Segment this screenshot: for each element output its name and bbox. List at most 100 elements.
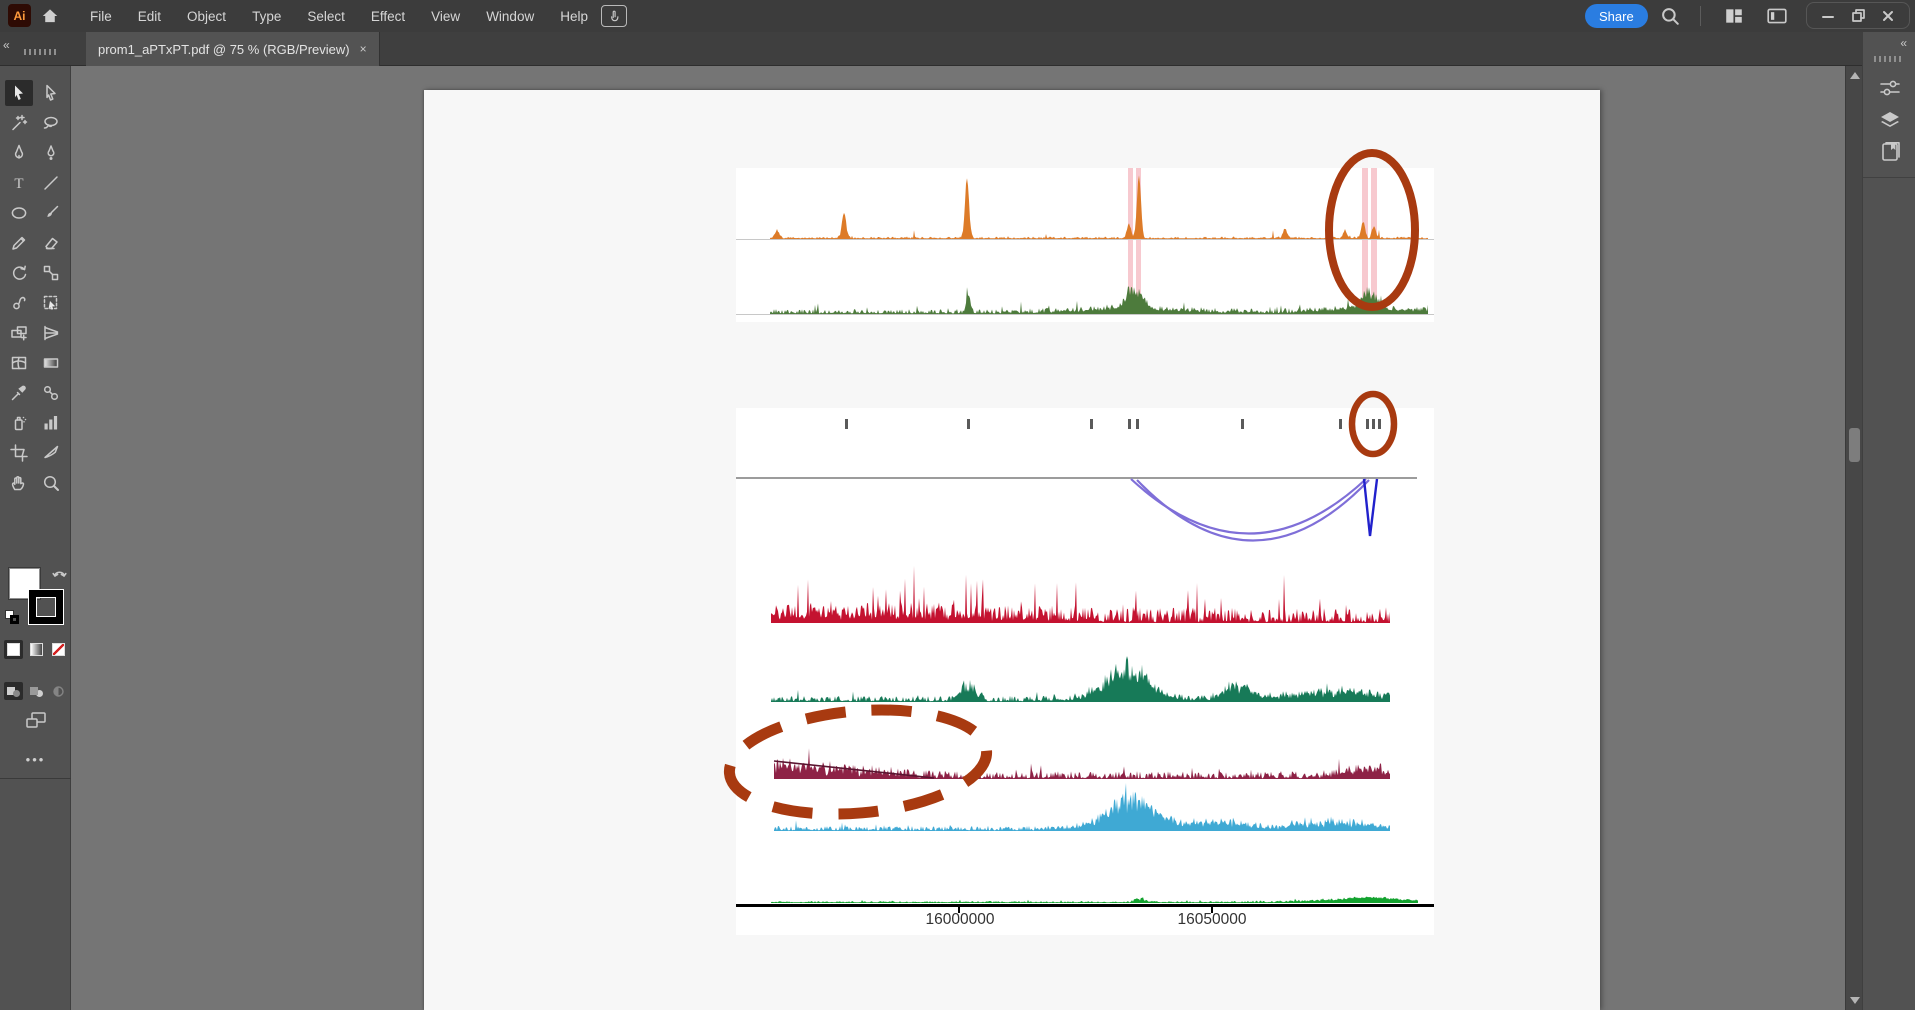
menu-view[interactable]: View xyxy=(431,8,461,24)
touch-workspace-icon[interactable] xyxy=(601,5,627,27)
properties-panel-icon[interactable] xyxy=(1878,76,1902,100)
scrollbar-thumb[interactable] xyxy=(1849,428,1860,462)
swap-fill-stroke-icon[interactable] xyxy=(52,567,67,581)
gene-tick xyxy=(1372,419,1375,429)
mesh-tool[interactable] xyxy=(5,350,33,376)
track-cyan[interactable] xyxy=(774,783,1390,831)
draw-behind-icon[interactable] xyxy=(27,682,46,700)
pencil-tool[interactable] xyxy=(5,230,33,256)
arrange-documents-icon[interactable] xyxy=(1766,6,1788,26)
fill-stroke-control[interactable] xyxy=(0,564,71,636)
vertical-scrollbar[interactable] xyxy=(1845,66,1862,1010)
lasso-tool[interactable] xyxy=(37,110,65,136)
tools-panel: T ••• xyxy=(0,66,71,1010)
menu-effect[interactable]: Effect xyxy=(370,8,406,24)
annotation-ellipse-dashed[interactable] xyxy=(723,700,993,824)
gene-tick xyxy=(967,419,970,429)
paintbrush-tool[interactable] xyxy=(37,200,65,226)
column-graph-tool[interactable] xyxy=(37,410,65,436)
edit-toolbar-button[interactable]: ••• xyxy=(25,752,46,767)
color-button[interactable] xyxy=(4,640,23,659)
search-icon[interactable] xyxy=(1660,6,1680,26)
curvature-tool[interactable] xyxy=(37,140,65,166)
document-tab-bar: « prom1_aPTxPT.pdf @ 75 % (RGB/Preview) … xyxy=(0,32,1862,66)
gene-tick xyxy=(1241,419,1244,429)
genome-tracks-figure: 16000000 16050000 xyxy=(723,149,1434,935)
menu-help[interactable]: Help xyxy=(560,8,588,24)
hand-tool[interactable] xyxy=(5,470,33,496)
collapse-toolbar-icon[interactable]: « xyxy=(3,38,10,52)
signal-orange[interactable] xyxy=(770,175,1428,239)
restore-button[interactable] xyxy=(1847,6,1869,26)
pen-tool[interactable] xyxy=(5,140,33,166)
right-panel-dock: « xyxy=(1862,32,1915,1010)
shape-builder-tool[interactable] xyxy=(5,320,33,346)
workspace-switcher-icon[interactable] xyxy=(1724,6,1744,26)
gradient-tool[interactable] xyxy=(37,350,65,376)
gene-tick xyxy=(1128,419,1131,429)
libraries-panel-icon[interactable] xyxy=(1878,140,1902,164)
type-tool[interactable]: T xyxy=(5,170,33,196)
change-screen-mode-icon[interactable] xyxy=(24,710,48,730)
close-button[interactable] xyxy=(1877,6,1899,26)
share-button[interactable]: Share xyxy=(1585,4,1648,28)
draw-normal-icon[interactable] xyxy=(4,682,23,700)
illustrator-logo-icon: Ai xyxy=(8,4,31,27)
gradient-button[interactable] xyxy=(27,640,46,659)
scroll-down-arrow[interactable] xyxy=(1850,997,1860,1004)
symbol-sprayer-tool[interactable] xyxy=(5,410,33,436)
canvas-pasteboard[interactable]: 16000000 16050000 xyxy=(71,66,1845,1010)
layers-panel-icon[interactable] xyxy=(1878,108,1902,132)
menu-select[interactable]: Select xyxy=(307,8,345,24)
signal-darkgreen[interactable] xyxy=(770,286,1428,315)
ellipse-tool[interactable] xyxy=(5,200,33,226)
menu-bar: File Edit Object Type Select Effect View Window… xyxy=(84,0,594,32)
line-segment-tool[interactable] xyxy=(37,170,65,196)
rotate-tool[interactable] xyxy=(5,260,33,286)
document-tab-title: prom1_aPTxPT.pdf @ 75 % (RGB/Preview) xyxy=(98,41,350,57)
stroke-color-swatch[interactable] xyxy=(29,590,63,624)
title-bar: Ai File Edit Object Type Select Effect View Win… xyxy=(0,0,1915,32)
slice-tool[interactable] xyxy=(37,440,65,466)
home-icon[interactable] xyxy=(40,6,60,26)
color-mode-buttons xyxy=(4,640,68,662)
track-teal[interactable] xyxy=(771,656,1390,702)
scale-tool[interactable] xyxy=(37,260,65,286)
artboard-tool[interactable] xyxy=(5,440,33,466)
magic-wand-tool[interactable] xyxy=(5,110,33,136)
eyedropper-tool[interactable] xyxy=(5,380,33,406)
menu-file[interactable]: File xyxy=(90,8,112,24)
toolbar-divider xyxy=(0,778,71,779)
gene-tick xyxy=(1136,419,1139,429)
toolbar-grip[interactable] xyxy=(24,49,56,55)
zoom-tool[interactable] xyxy=(37,470,65,496)
menu-object[interactable]: Object xyxy=(187,8,227,24)
eraser-tool[interactable] xyxy=(37,230,65,256)
scroll-up-arrow[interactable] xyxy=(1850,72,1860,79)
track-green[interactable] xyxy=(771,896,1418,903)
menu-edit[interactable]: Edit xyxy=(137,8,162,24)
dock-grip[interactable] xyxy=(1874,56,1904,62)
free-transform-tool[interactable] xyxy=(37,290,65,316)
expand-panels-icon[interactable]: « xyxy=(1900,36,1907,50)
puppet-warp-tool[interactable] xyxy=(5,290,33,316)
direct-selection-tool[interactable] xyxy=(37,80,65,106)
menu-type[interactable]: Type xyxy=(252,8,282,24)
annotation-ellipse-top[interactable] xyxy=(1325,149,1419,311)
annotation-circle-small[interactable] xyxy=(1348,390,1398,458)
document-tab[interactable]: prom1_aPTxPT.pdf @ 75 % (RGB/Preview) × xyxy=(86,32,380,66)
perspective-grid-tool[interactable] xyxy=(37,320,65,346)
titlebar-divider xyxy=(1700,6,1701,26)
tab-close-icon[interactable]: × xyxy=(359,42,367,56)
menu-window[interactable]: Window xyxy=(486,8,535,24)
draw-inside-icon[interactable] xyxy=(49,682,68,700)
minimize-button[interactable] xyxy=(1817,6,1839,26)
default-fill-stroke-icon[interactable] xyxy=(5,610,21,626)
none-button[interactable] xyxy=(49,640,68,659)
selection-tool[interactable] xyxy=(5,80,33,106)
track-maroon[interactable] xyxy=(774,748,1390,779)
track-crimson[interactable] xyxy=(771,565,1390,623)
gene-tick xyxy=(1378,419,1381,429)
axis-label: 16050000 xyxy=(1178,911,1247,928)
blend-tool[interactable] xyxy=(37,380,65,406)
